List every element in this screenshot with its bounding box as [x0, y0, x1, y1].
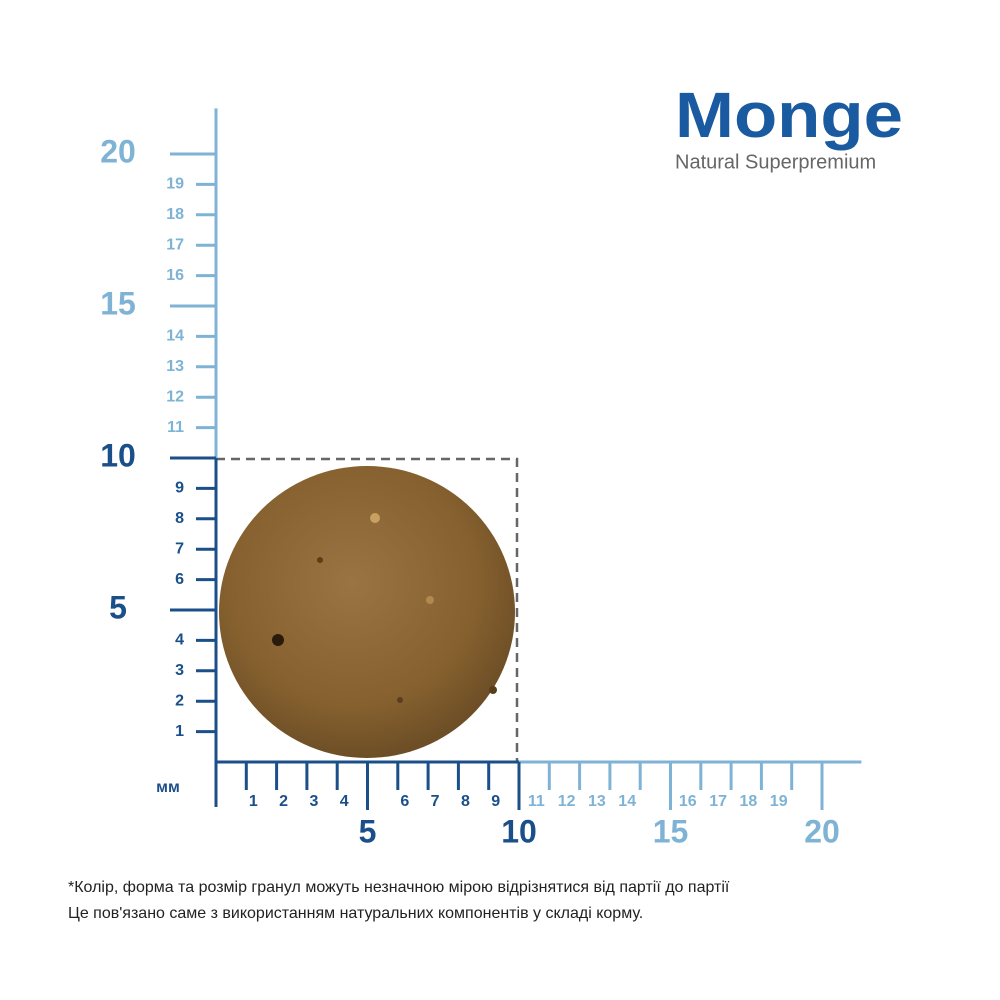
x-minor-label: 2 — [279, 793, 288, 810]
x-minor-label: 11 — [528, 793, 545, 810]
y-minor-label: 9 — [175, 480, 184, 497]
y-minor-label: 7 — [175, 540, 184, 557]
y-minor-label: 11 — [167, 419, 184, 436]
tagline: Natural Superpremium — [675, 151, 876, 173]
y-minor-label: 14 — [166, 328, 184, 345]
x-major-label: 5 — [359, 813, 377, 849]
x-minor-label: 9 — [491, 793, 500, 810]
note-line: *Колір, форма та розмір гранул можуть не… — [68, 879, 730, 896]
y-minor-label: 13 — [166, 358, 184, 375]
kibble — [219, 466, 515, 758]
x-minor-label: 16 — [679, 793, 697, 810]
y-major-label: 15 — [100, 285, 136, 321]
y-minor-label: 3 — [175, 662, 184, 679]
x-minor-label: 17 — [709, 793, 727, 810]
x-minor-label: 12 — [558, 793, 576, 810]
y-minor-label: 2 — [175, 692, 184, 709]
y-minor-label: 16 — [166, 267, 184, 284]
x-minor-label: 13 — [588, 793, 606, 810]
x-minor-label: 8 — [461, 793, 470, 810]
y-major-label: 5 — [109, 589, 127, 625]
x-minor-label: 19 — [770, 793, 788, 810]
x-major-label: 10 — [501, 813, 537, 849]
y-minor-label: 18 — [166, 206, 184, 223]
x-minor-label: 14 — [618, 793, 636, 810]
x-minor-label: 18 — [740, 793, 758, 810]
x-minor-label: 3 — [309, 793, 318, 810]
y-minor-label: 19 — [166, 176, 184, 193]
y-minor-label: 6 — [175, 571, 184, 588]
y-minor-label: 12 — [166, 388, 184, 405]
x-minor-label: 7 — [431, 793, 440, 810]
note-line: Це пов'язано саме з використанням натура… — [68, 905, 643, 922]
x-minor-label: 6 — [400, 793, 409, 810]
y-major-label: 20 — [100, 133, 136, 169]
y-minor-label: 8 — [175, 510, 184, 527]
y-minor-label: 4 — [175, 632, 184, 649]
y-minor-label: 17 — [166, 236, 184, 253]
y-minor-label: 1 — [175, 723, 184, 740]
x-minor-label: 4 — [340, 793, 349, 810]
x-minor-label: 1 — [249, 793, 258, 810]
brand: Monge — [675, 79, 903, 151]
x-major-label: 15 — [653, 813, 689, 849]
x-major-label: 20 — [804, 813, 840, 849]
y-major-label: 10 — [100, 437, 136, 473]
size-box — [216, 457, 519, 762]
unit-label: мм — [156, 779, 180, 796]
